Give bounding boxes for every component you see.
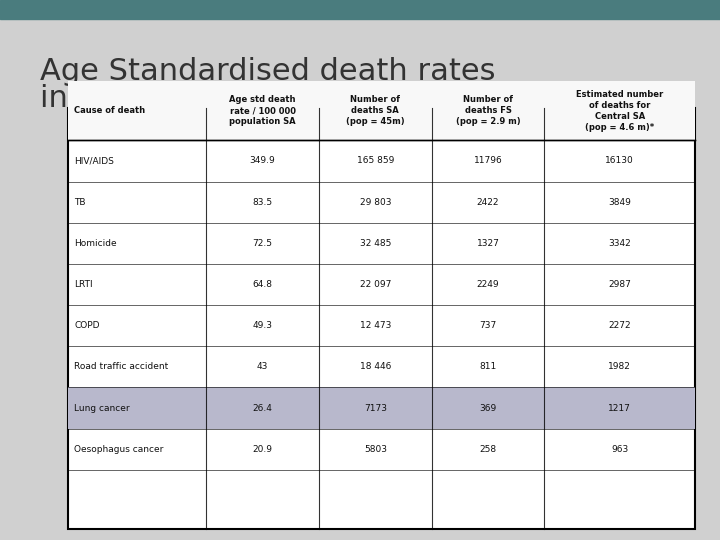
Text: 2272: 2272 xyxy=(608,321,631,330)
Text: 811: 811 xyxy=(480,362,497,372)
Text: COPD: COPD xyxy=(74,321,99,330)
Text: 2422: 2422 xyxy=(477,198,500,207)
Text: Cause specific mortality rates in SA and FS 2000: Cause specific mortality rates in SA and… xyxy=(81,120,340,129)
Text: 11796: 11796 xyxy=(474,157,503,165)
Text: LRTI: LRTI xyxy=(74,280,93,289)
Text: Cause of death: Cause of death xyxy=(74,106,145,115)
Bar xyxy=(0,0,720,19)
Text: 12 473: 12 473 xyxy=(360,321,391,330)
Text: 7173: 7173 xyxy=(364,403,387,413)
Text: HIV/AIDS: HIV/AIDS xyxy=(74,157,114,165)
Text: 165 859: 165 859 xyxy=(356,157,394,165)
Text: (Bradshaw et al., 2003).: (Bradshaw et al., 2003). xyxy=(379,120,497,129)
Text: 20.9: 20.9 xyxy=(253,445,273,454)
Text: 49.3: 49.3 xyxy=(253,321,273,330)
Text: 5803: 5803 xyxy=(364,445,387,454)
Text: 29 803: 29 803 xyxy=(359,198,391,207)
Text: Road traffic accident: Road traffic accident xyxy=(74,362,168,372)
Text: 64.8: 64.8 xyxy=(253,280,273,289)
Text: 26.4: 26.4 xyxy=(253,403,273,413)
Text: Age Standardised death rates: Age Standardised death rates xyxy=(40,57,495,86)
Text: Number of
deaths FS
(pop = 2.9 m): Number of deaths FS (pop = 2.9 m) xyxy=(456,95,521,126)
Text: 737: 737 xyxy=(480,321,497,330)
Text: 43: 43 xyxy=(257,362,269,372)
Text: 3849: 3849 xyxy=(608,198,631,207)
Text: 2249: 2249 xyxy=(477,280,500,289)
Text: Age std death
rate / 100 000
population SA: Age std death rate / 100 000 population … xyxy=(229,95,296,126)
Text: Estimated number
of deaths for
Central SA
(pop = 4.6 m)*: Estimated number of deaths for Central S… xyxy=(576,90,663,132)
Text: 2987: 2987 xyxy=(608,280,631,289)
Text: 963: 963 xyxy=(611,445,629,454)
Text: Lung cancer: Lung cancer xyxy=(74,403,130,413)
Text: 18 446: 18 446 xyxy=(360,362,391,372)
Bar xyxy=(68,388,695,429)
Bar xyxy=(68,81,695,140)
Text: 83.5: 83.5 xyxy=(253,198,273,207)
Text: 369: 369 xyxy=(480,403,497,413)
Text: Oesophagus cancer: Oesophagus cancer xyxy=(74,445,163,454)
Text: 1327: 1327 xyxy=(477,239,500,248)
Text: 1982: 1982 xyxy=(608,362,631,372)
Bar xyxy=(68,108,695,529)
Text: 1217: 1217 xyxy=(608,403,631,413)
Text: 22 097: 22 097 xyxy=(360,280,391,289)
Text: 3342: 3342 xyxy=(608,239,631,248)
Text: Number of
deaths SA
(pop = 45m): Number of deaths SA (pop = 45m) xyxy=(346,95,405,126)
Text: Homicide: Homicide xyxy=(74,239,117,248)
Text: 72.5: 72.5 xyxy=(253,239,273,248)
Text: 16130: 16130 xyxy=(606,157,634,165)
Bar xyxy=(68,108,695,140)
Text: 349.9: 349.9 xyxy=(250,157,276,165)
Text: in SA.: in SA. xyxy=(40,84,127,113)
Text: 32 485: 32 485 xyxy=(360,239,391,248)
Text: 258: 258 xyxy=(480,445,497,454)
Text: TB: TB xyxy=(74,198,86,207)
